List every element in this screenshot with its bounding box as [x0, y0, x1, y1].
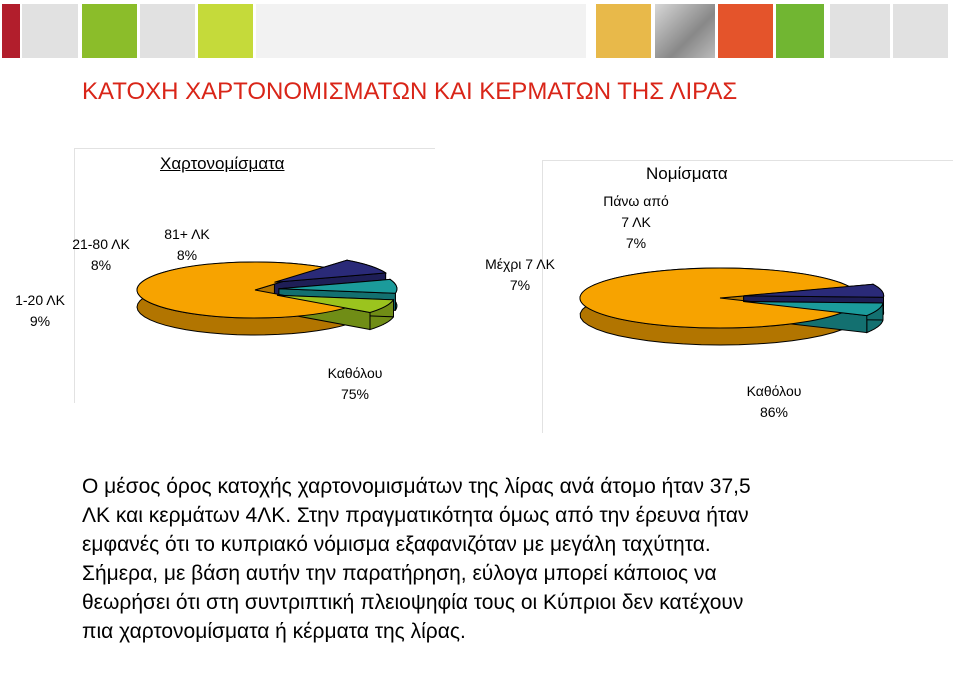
chart-title-banknotes: Χαρτονομίσματα — [160, 154, 285, 173]
slice-label-line: 7% — [625, 235, 647, 251]
slice-label-line: 9% — [29, 313, 51, 329]
chart-title-coins: Νομίσματα — [646, 164, 728, 183]
pie-slice — [579, 267, 852, 329]
slice-label-up-to-7: Μέχρι 7 ΛΚ 7% — [472, 254, 568, 296]
body-line: Ο μέσος όρος κατοχής χαρτονομισμάτων της… — [82, 475, 751, 498]
pie-slice — [278, 278, 398, 294]
banner-tile — [776, 4, 824, 58]
slice-label-81-plus: 81+ ΛΚ 8% — [158, 224, 216, 266]
body-line: πια χαρτονομίσματα ή κέρματα της λίρας. — [82, 620, 466, 643]
chart-panel-banknotes — [74, 148, 435, 403]
banner-tile — [893, 4, 948, 58]
body-line: Σήμερα, με βάση αυτήν την παρατήρηση, εύ… — [82, 562, 717, 585]
pie-slice — [743, 283, 885, 298]
body-line: εμφανές ότι το κυπριακό νόμισμα εξαφανιζ… — [82, 533, 711, 556]
pie-slice — [276, 294, 395, 314]
slice-label-1-20: 1-20 ΛΚ 9% — [2, 290, 78, 332]
slice-label-line: 7 ΛΚ — [621, 214, 651, 230]
header-banner — [0, 0, 960, 62]
slice-label-line: 81+ ΛΚ — [164, 226, 210, 242]
pie-slice — [743, 301, 884, 317]
body-line: θεωρήσει ότι στη συντριπτική πλειοψηφία … — [82, 591, 744, 614]
slice-label-line: 8% — [90, 257, 112, 273]
banner-photo — [655, 4, 715, 58]
slice-label-none-coins: Καθόλου 86% — [726, 381, 822, 423]
slice-label-above-7: Πάνω από 7 ΛΚ 7% — [598, 191, 674, 254]
pie-slice — [274, 259, 388, 283]
banner-tile — [830, 4, 890, 58]
page-title: ΚΑΤΟΧΗ ΧΑΡΤΟΝΟΜΙΣΜΑΤΩΝ ΚΑΙ ΚΕΡΜΑΤΩΝ ΤΗΣ … — [82, 78, 738, 105]
slice-label-line: 7% — [509, 277, 531, 293]
slice-label-line: 86% — [759, 404, 789, 420]
slice-label-line: 75% — [340, 386, 370, 402]
slice-label-line: Πάνω από — [603, 193, 669, 209]
banner-tile — [82, 4, 137, 58]
slice-label-line: Μέχρι 7 ΛΚ — [485, 256, 555, 272]
slice-label-line: Καθόλου — [746, 383, 802, 399]
banner-tile — [596, 4, 651, 58]
chart-panel-coins — [542, 160, 953, 433]
banner-tile — [22, 4, 78, 58]
body-line: ΛΚ και κερμάτων 4ΛΚ. Στην πραγματικότητα… — [82, 504, 749, 527]
banner-tile — [718, 4, 773, 58]
banner-tile — [140, 4, 195, 58]
slice-label-21-80: 21-80 ΛΚ 8% — [60, 234, 142, 276]
banner-tile — [198, 4, 253, 58]
banner-tile — [256, 4, 586, 58]
banner-tile — [2, 4, 20, 58]
slice-label-none-banknotes: Καθόλου 75% — [310, 363, 400, 405]
slice-label-line: 1-20 ΛΚ — [15, 292, 65, 308]
slice-label-line: 8% — [176, 247, 198, 263]
slice-label-line: 21-80 ΛΚ — [72, 236, 130, 252]
slice-label-line: Καθόλου — [327, 365, 383, 381]
body-paragraph: Ο μέσος όρος κατοχής χαρτονομισμάτων της… — [82, 472, 922, 646]
